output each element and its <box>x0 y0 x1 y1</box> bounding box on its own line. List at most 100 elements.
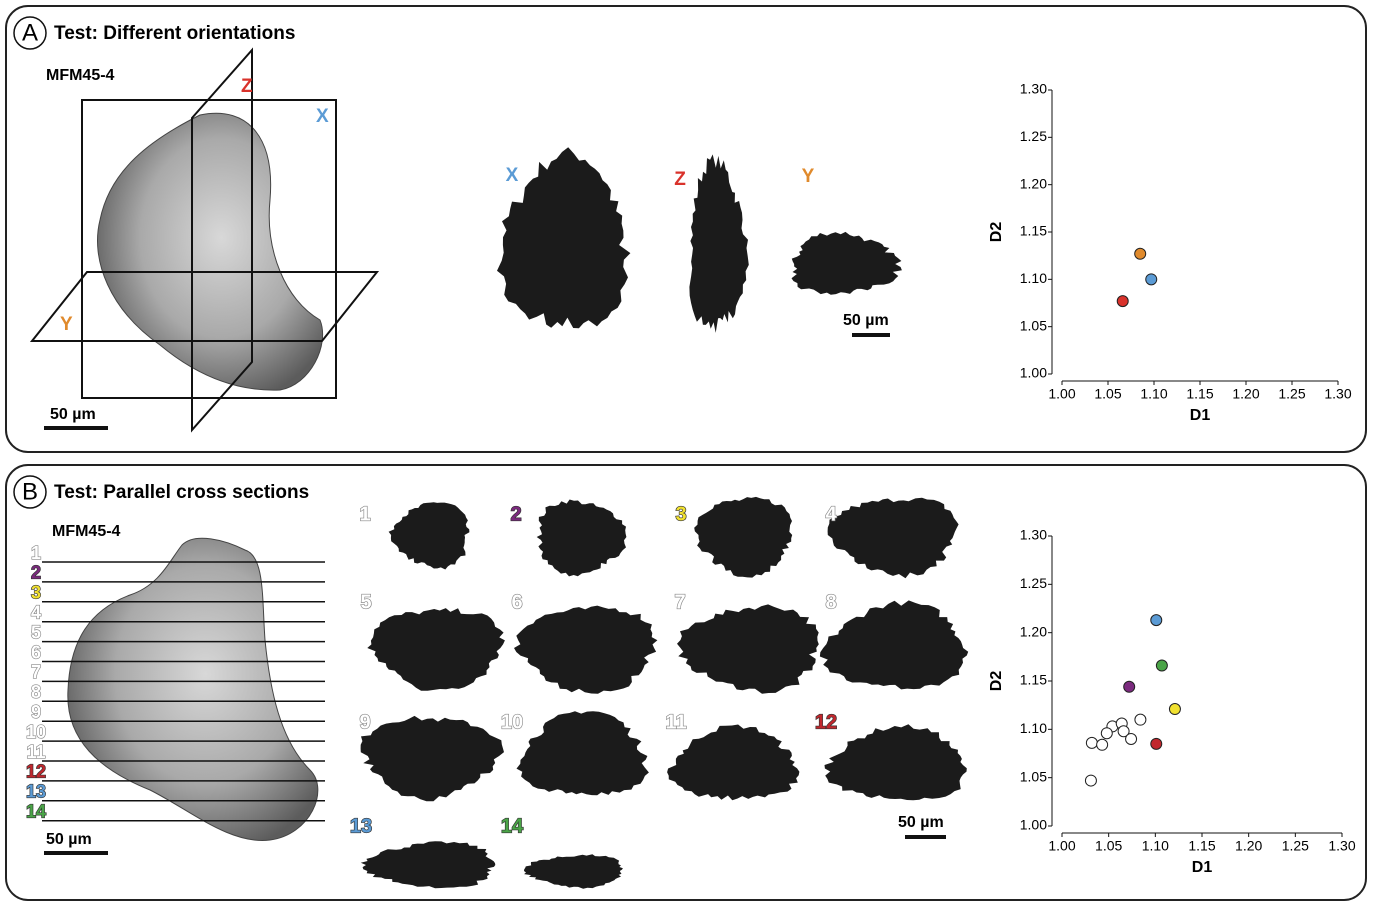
x-tick-label: 1.25 <box>1278 386 1305 402</box>
section-label: Z <box>674 169 686 190</box>
section-line-label: 11 <box>26 742 45 762</box>
data-point <box>1124 681 1135 692</box>
section-line-label: 9 <box>31 702 41 722</box>
y-tick-label: 1.25 <box>1020 575 1047 591</box>
data-point <box>1086 737 1097 748</box>
section-label: X <box>506 165 519 186</box>
scale-label: 50 µm <box>50 406 96 423</box>
section-silhouette <box>367 608 505 691</box>
scale-label: 50 µm <box>46 831 92 848</box>
section-label: 12 <box>815 711 837 733</box>
section-label: 3 <box>675 503 686 525</box>
section-silhouette <box>361 716 504 801</box>
section-silhouette <box>514 606 657 694</box>
data-point <box>1085 775 1096 786</box>
data-point <box>1135 248 1146 259</box>
section-label: 10 <box>501 711 523 733</box>
y-tick-label: 1.00 <box>1020 817 1047 833</box>
section-label: 1 <box>359 503 370 525</box>
section-line-label: 13 <box>26 782 46 802</box>
x-tick-label: 1.15 <box>1188 838 1215 854</box>
y-tick-label: 1.20 <box>1020 175 1047 191</box>
specimen-label: MFM45-4 <box>46 67 115 84</box>
specimen-label: MFM45-4 <box>52 523 121 540</box>
section-label: 13 <box>350 815 372 837</box>
data-point <box>1101 728 1112 739</box>
data-point <box>1126 734 1137 745</box>
x-tick-label: 1.25 <box>1282 838 1309 854</box>
y-tick-label: 1.30 <box>1020 81 1047 97</box>
section-line-label: 7 <box>31 662 41 682</box>
section-label: 14 <box>501 815 524 837</box>
panel-letter: A <box>22 19 38 46</box>
section-label: 8 <box>825 591 836 613</box>
section-silhouette <box>825 724 967 800</box>
y-tick-label: 1.30 <box>1020 527 1047 543</box>
section-line-label: 12 <box>26 762 46 782</box>
section-silhouette <box>828 498 959 579</box>
x-axis-label: D1 <box>1190 407 1211 424</box>
y-tick-label: 1.15 <box>1020 672 1047 688</box>
x-tick-label: 1.20 <box>1235 838 1262 854</box>
section-silhouette <box>537 500 627 577</box>
section-line-label: 6 <box>31 642 41 662</box>
x-tick-label: 1.15 <box>1186 386 1213 402</box>
data-point <box>1151 738 1162 749</box>
x-tick-label: 1.20 <box>1232 386 1259 402</box>
data-point <box>1169 704 1180 715</box>
x-tick-label: 1.05 <box>1094 386 1121 402</box>
section-silhouette <box>524 854 623 889</box>
x-tick-label: 1.10 <box>1140 386 1167 402</box>
x-tick-label: 1.30 <box>1328 838 1355 854</box>
y-tick-label: 1.10 <box>1020 270 1047 286</box>
x-axis-label: D1 <box>1192 859 1213 876</box>
section-label: 7 <box>674 591 685 613</box>
section-line-label: 8 <box>31 682 41 702</box>
y-tick-label: 1.20 <box>1020 623 1047 639</box>
section-line-label: 5 <box>31 622 41 642</box>
y-tick-label: 1.25 <box>1020 128 1047 144</box>
section-label: 11 <box>665 711 686 733</box>
data-point <box>1117 296 1128 307</box>
y-tick-label: 1.00 <box>1020 365 1047 381</box>
section-label: 2 <box>510 503 521 525</box>
section-label: 4 <box>825 503 837 525</box>
section-line-label: 1 <box>31 543 41 563</box>
specimen-image <box>68 538 318 840</box>
y-tick-label: 1.15 <box>1020 223 1047 239</box>
scale-label: 50 µm <box>898 814 944 831</box>
data-point <box>1135 714 1146 725</box>
data-point <box>1097 739 1108 750</box>
section-silhouette <box>689 154 748 333</box>
y-tick-label: 1.05 <box>1020 768 1047 784</box>
y-tick-label: 1.10 <box>1020 720 1047 736</box>
data-point <box>1146 274 1157 285</box>
section-line-label: 2 <box>31 563 41 583</box>
data-point <box>1156 660 1167 671</box>
section-line-label: 10 <box>26 722 46 742</box>
section-label: 9 <box>359 711 370 733</box>
section-label: 6 <box>511 591 522 613</box>
plane-label: Z <box>241 76 253 97</box>
x-tick-label: 1.30 <box>1324 386 1351 402</box>
plane-label: Y <box>60 314 73 335</box>
section-silhouette <box>517 711 649 795</box>
section-line-label: 3 <box>31 583 41 603</box>
section-line-label: 4 <box>31 602 41 622</box>
x-tick-label: 1.00 <box>1048 838 1075 854</box>
section-silhouette <box>694 497 792 578</box>
panel-letter: B <box>22 478 38 505</box>
figure: A Test: Different orientations MFM45-4 Z… <box>0 0 1374 902</box>
section-silhouette <box>792 232 902 295</box>
section-label: 5 <box>360 591 371 613</box>
section-silhouette <box>820 600 968 689</box>
x-tick-label: 1.00 <box>1048 386 1075 402</box>
section-silhouette <box>389 502 470 569</box>
section-silhouette <box>361 841 496 888</box>
section-label: Y <box>802 166 815 187</box>
panel-title: Test: Parallel cross sections <box>54 482 309 503</box>
y-axis-label: D2 <box>988 222 1005 243</box>
y-axis-label: D2 <box>988 671 1005 692</box>
section-silhouette <box>677 604 819 693</box>
section-silhouette <box>667 725 799 801</box>
